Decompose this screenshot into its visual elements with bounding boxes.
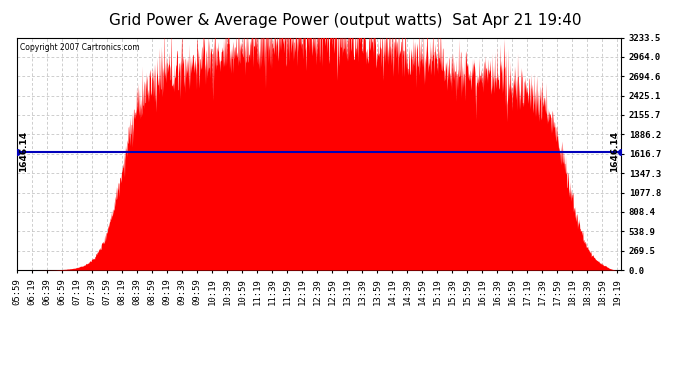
Text: 1646.14: 1646.14	[19, 131, 28, 172]
Text: 1646.14: 1646.14	[610, 131, 619, 172]
Text: Copyright 2007 Cartronics.com: Copyright 2007 Cartronics.com	[20, 44, 140, 52]
Text: Grid Power & Average Power (output watts)  Sat Apr 21 19:40: Grid Power & Average Power (output watts…	[109, 13, 581, 28]
